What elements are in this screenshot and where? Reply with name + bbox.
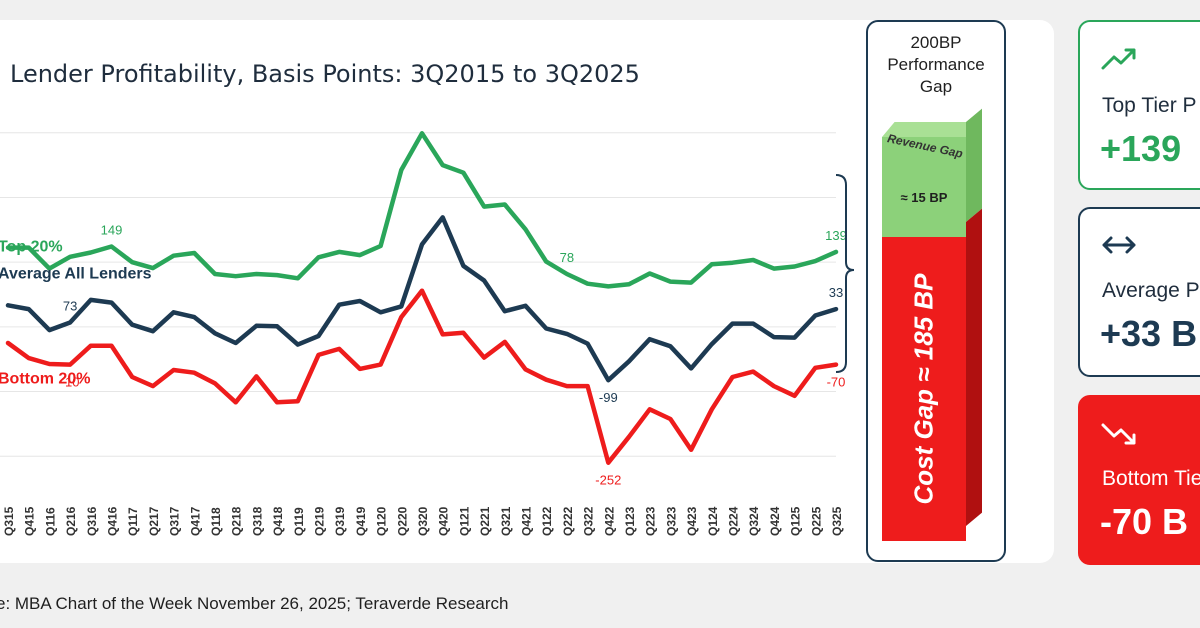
x-tick-label: Q116	[43, 507, 57, 536]
data-label: 33	[829, 285, 843, 300]
x-tick-label: Q223	[644, 506, 658, 536]
kpi-card-bottom-tier: Bottom Tie -70 B	[1078, 395, 1200, 565]
x-tick-label: Q321	[499, 506, 513, 536]
x-tick-label: Q316	[85, 506, 99, 536]
series-name-label: Average All Lenders	[0, 265, 152, 282]
kpi-card-average: Average P +33 B	[1078, 207, 1200, 377]
x-tick-label: Q222	[561, 506, 575, 536]
x-tick-label: Q315	[2, 506, 16, 536]
data-label: 73	[63, 299, 77, 314]
data-label: 149	[101, 223, 123, 238]
kpi-top-label: Top Tier P	[1102, 94, 1197, 117]
x-tick-label: Q418	[271, 506, 285, 536]
x-tick-label: Q424	[768, 506, 782, 536]
cost-gap-block-side	[966, 208, 982, 526]
x-tick-label: Q422	[602, 506, 616, 536]
chart-title: Lender Profitability, Basis Points: 3Q20…	[10, 60, 640, 88]
x-tick-label: Q419	[354, 506, 368, 536]
kpi-avg-value: +33 B	[1100, 313, 1198, 354]
source-note: e: MBA Chart of the Week November 26, 20…	[0, 594, 509, 613]
x-tick-label: Q420	[437, 506, 451, 536]
x-tick-label: Q221	[478, 506, 492, 536]
revenue-gap-value: ≈ 15 BP	[900, 190, 948, 205]
x-tick-label: Q323	[664, 506, 678, 536]
data-label: -70	[827, 375, 846, 390]
left-right-arrow-icon	[1100, 233, 1140, 261]
x-tick-label: Q120	[375, 506, 389, 536]
series-line-avg	[5, 215, 839, 383]
x-tick-label: Q124	[706, 506, 720, 536]
x-tick-label: Q225	[809, 506, 823, 536]
x-tick-label: Q317	[168, 506, 182, 536]
revenue-gap-block	[882, 137, 966, 237]
range-bracket	[835, 174, 855, 373]
series-name-label: Top 20%	[0, 238, 63, 255]
x-tick-label: Q417	[188, 506, 202, 536]
x-tick-label: Q216	[64, 506, 78, 536]
x-tick-label: Q218	[230, 506, 244, 536]
data-label: -10	[61, 375, 80, 390]
x-tick-label: Q324	[747, 506, 761, 536]
kpi-bottom-value: -70 B	[1100, 501, 1189, 542]
kpi-card-top-tier: Top Tier P +139	[1078, 20, 1200, 190]
x-tick-label: Q123	[623, 506, 637, 536]
x-tick-label: Q322	[582, 506, 596, 536]
data-labels: 149 78 139 Top 20% 73 -99 33 Average All Lender…	[0, 223, 847, 488]
trending-down-icon	[1100, 419, 1140, 453]
performance-gap-panel: 200BP Performance Gap Revenue Gap ≈ 15 B…	[866, 20, 1006, 562]
trending-up-icon	[1100, 44, 1140, 78]
data-label: -252	[595, 473, 621, 488]
gap-panel-title: 200BP Performance Gap	[887, 33, 985, 96]
x-tick-label: Q423	[685, 506, 699, 536]
data-label: 139	[825, 228, 847, 243]
x-tick-labels: Q315 Q415 Q116 Q216 Q316 Q416 Q117 Q217 Q317 Q417…	[2, 506, 844, 536]
x-tick-label: Q217	[147, 506, 161, 536]
x-tick-label: Q122	[540, 506, 554, 536]
cost-gap-block	[882, 237, 966, 541]
x-tick-label: Q220	[395, 506, 409, 536]
x-tick-label: Q320	[416, 506, 430, 536]
x-tick-label: Q119	[292, 507, 306, 536]
x-tick-label: Q319	[333, 506, 347, 536]
x-tick-label: Q219	[313, 506, 327, 536]
x-tick-label: Q416	[106, 506, 120, 536]
cost-gap-label: Cost Gap ≈ 185 BP	[908, 273, 939, 505]
kpi-avg-label: Average P	[1102, 279, 1200, 302]
x-tick-label: Q117	[126, 507, 140, 536]
x-tick-label: Q415	[23, 506, 37, 536]
kpi-top-value: +139	[1100, 128, 1182, 169]
x-tick-label: Q318	[250, 506, 264, 536]
kpi-bottom-label: Bottom Tie	[1102, 467, 1200, 490]
x-tick-label: Q121	[457, 506, 471, 536]
data-label: 78	[560, 250, 574, 265]
series-name-label: Bottom 20%	[0, 370, 90, 387]
series-line-top	[5, 131, 839, 289]
data-label: -99	[599, 390, 618, 405]
x-tick-label: Q125	[789, 506, 803, 536]
revenue-gap-block-side	[966, 108, 982, 222]
x-tick-label: Q118	[209, 507, 223, 536]
x-tick-label: Q224	[727, 506, 741, 536]
x-tick-label: Q325	[830, 506, 844, 536]
x-tick-label: Q421	[520, 506, 534, 536]
series-lines	[5, 131, 839, 465]
series-line-bottom	[5, 288, 839, 465]
